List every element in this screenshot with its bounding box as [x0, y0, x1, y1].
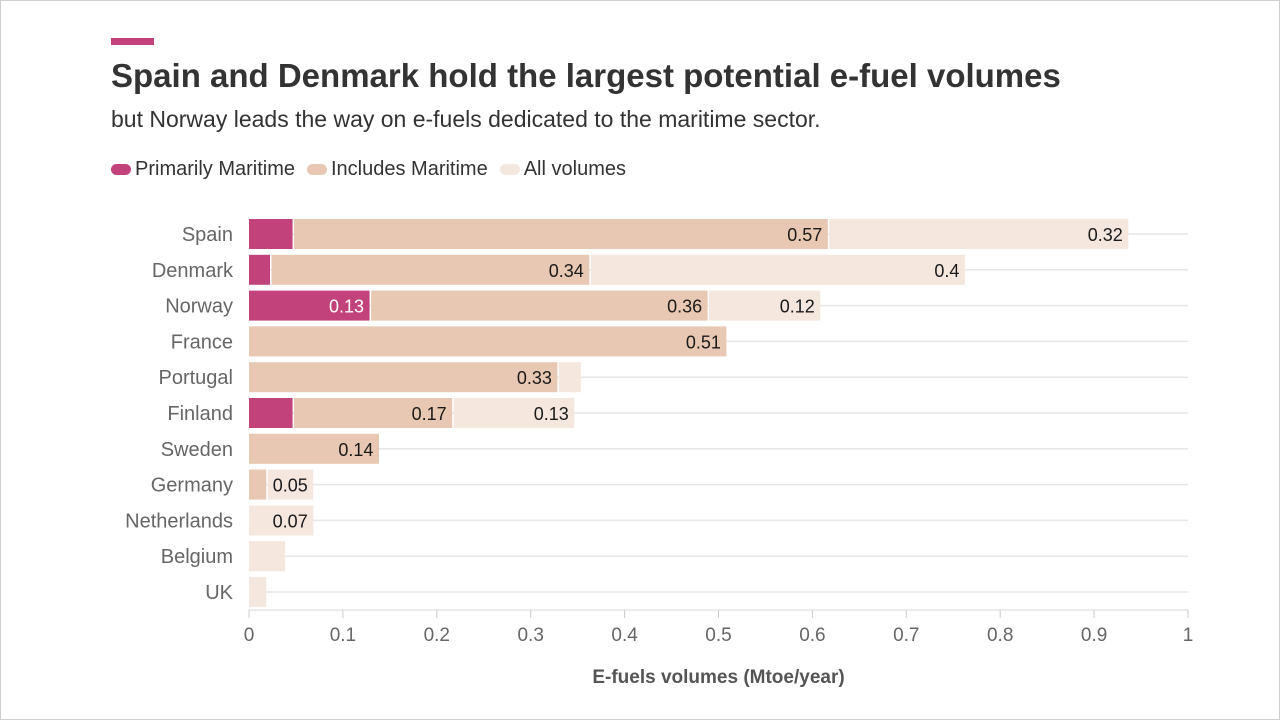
data-label-includes-maritime-sweden: 0.14 — [338, 440, 373, 460]
legend-item-all-volumes: All volumes — [499, 158, 626, 181]
data-label-includes-maritime-denmark: 0.34 — [549, 261, 584, 281]
category-label-france: France — [171, 331, 233, 353]
category-label-finland: Finland — [167, 403, 233, 425]
legend-label-includes-maritime: Includes Maritime — [331, 158, 488, 180]
data-label-all-volumes-finland: 0.13 — [534, 404, 569, 424]
accent-bar — [111, 38, 154, 45]
bar-all-volumes-germany — [267, 469, 314, 500]
chart-title: Spain and Denmark hold the largest poten… — [111, 57, 1061, 94]
x-tick-label: 0.9 — [1081, 625, 1107, 646]
category-label-denmark: Denmark — [152, 260, 234, 282]
x-tick-label: 0.6 — [799, 625, 825, 646]
category-label-uk: UK — [205, 582, 233, 604]
bar-all-volumes-uk — [249, 577, 267, 607]
bar-primarily-maritime-finland — [249, 398, 293, 428]
bar-all-volumes-finland — [453, 398, 575, 428]
data-label-includes-maritime-spain: 0.57 — [787, 225, 822, 245]
bar-all-volumes-portugal — [558, 362, 581, 393]
bar-all-volumes-netherlands — [249, 505, 314, 536]
category-label-spain: Spain — [182, 224, 233, 246]
bar-includes-maritime-portugal — [249, 362, 558, 393]
bar-includes-maritime-finland — [294, 398, 453, 428]
bar-primarily-maritime-spain — [249, 219, 293, 249]
legend: Primarily Maritime Includes Maritime All… — [111, 158, 638, 181]
bar-includes-maritime-france — [249, 326, 727, 357]
bar-all-volumes-spain — [829, 219, 1129, 249]
data-label-all-volumes-germany: 0.05 — [273, 476, 308, 496]
category-label-germany: Germany — [151, 475, 233, 497]
category-label-portugal: Portugal — [159, 367, 234, 389]
x-tick-label: 0.2 — [424, 625, 450, 646]
bar-primarily-maritime-norway — [249, 290, 370, 321]
legend-swatch-all-volumes — [499, 164, 520, 175]
legend-item-includes-maritime: Includes Maritime — [307, 158, 488, 181]
x-tick-label: 1 — [1183, 625, 1194, 646]
category-label-norway: Norway — [165, 296, 233, 318]
bar-includes-maritime-sweden — [249, 433, 379, 464]
x-tick-label: 0.3 — [517, 625, 543, 646]
x-tick-label: 0 — [244, 625, 255, 646]
data-label-includes-maritime-norway: 0.36 — [667, 297, 702, 317]
x-tick-label: 0.7 — [893, 625, 919, 646]
legend-swatch-includes-maritime — [307, 164, 327, 175]
x-tick-label: 0.8 — [987, 625, 1013, 646]
data-label-all-volumes-denmark: 0.4 — [934, 261, 959, 281]
data-label-includes-maritime-france: 0.51 — [686, 332, 721, 352]
legend-label-all-volumes: All volumes — [523, 158, 626, 180]
data-label-primarily-maritime-norway: 0.13 — [329, 297, 364, 317]
chart-subtitle: but Norway leads the way on e-fuels dedi… — [111, 106, 821, 132]
bar-includes-maritime-germany — [249, 469, 267, 500]
legend-swatch-primarily-maritime — [111, 164, 131, 175]
bar-includes-maritime-norway — [371, 290, 708, 321]
x-tick-label: 0.5 — [705, 625, 731, 646]
x-tick-label: 0.4 — [611, 625, 638, 646]
bar-all-volumes-denmark — [590, 254, 965, 285]
category-label-belgium: Belgium — [161, 546, 233, 568]
x-axis-title: E-fuels volumes (Mtoe/year) — [592, 667, 844, 688]
bar-primarily-maritime-denmark — [249, 254, 271, 285]
data-label-all-volumes-spain: 0.32 — [1088, 225, 1123, 245]
bar-includes-maritime-denmark — [271, 254, 590, 285]
data-label-includes-maritime-portugal: 0.33 — [517, 368, 552, 388]
bar-includes-maritime-spain — [294, 219, 828, 249]
legend-label-primarily-maritime: Primarily Maritime — [135, 158, 295, 180]
data-label-all-volumes-netherlands: 0.07 — [273, 511, 308, 531]
x-tick-label: 0.1 — [330, 625, 356, 646]
bar-all-volumes-norway — [709, 290, 821, 321]
bar-all-volumes-belgium — [249, 541, 286, 572]
category-label-sweden: Sweden — [161, 439, 233, 461]
legend-item-primarily-maritime: Primarily Maritime — [111, 158, 295, 181]
data-label-all-volumes-norway: 0.12 — [780, 297, 815, 317]
data-label-includes-maritime-finland: 0.17 — [412, 404, 447, 424]
category-label-netherlands: Netherlands — [125, 510, 233, 532]
